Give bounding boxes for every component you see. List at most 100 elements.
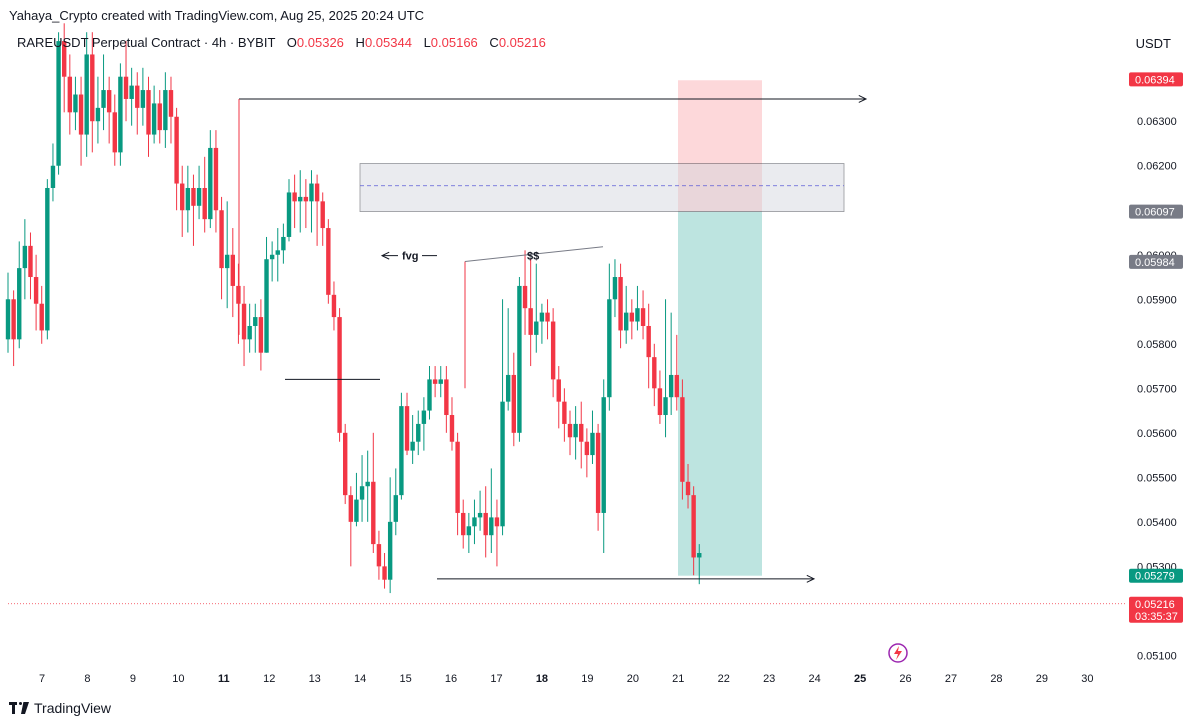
price-badge-label: 0.05279 <box>1135 571 1175 583</box>
price-badge <box>1129 568 1183 583</box>
candle-body <box>427 379 432 411</box>
chart-attribution: Yahaya_Crypto created with TradingView.c… <box>9 8 425 23</box>
symbol-label[interactable]: RAREUSDT Perpetual Contract · 4h · BYBIT <box>17 35 276 50</box>
candle-body <box>135 85 140 108</box>
candle-body <box>106 90 112 113</box>
candles <box>5 23 702 594</box>
time-tick-label: 16 <box>445 673 457 685</box>
candle-body <box>163 90 168 131</box>
candle-body <box>461 512 466 536</box>
candle-body <box>618 277 623 331</box>
candle-body <box>674 374 679 398</box>
candle-body <box>545 312 550 322</box>
candle-body <box>539 312 545 322</box>
price-axis[interactable]: 0.063000.062000.060000.059000.058000.057… <box>1137 116 1177 662</box>
candle-body <box>668 374 674 398</box>
candle-body <box>646 325 651 358</box>
candle-body <box>387 521 393 580</box>
candle-body <box>595 432 601 513</box>
candle-body <box>73 94 78 113</box>
candle-body <box>522 285 528 309</box>
candle-body <box>337 317 342 433</box>
candle-body <box>320 201 325 229</box>
time-tick-label: 23 <box>763 673 775 685</box>
candle-body <box>269 254 275 260</box>
price-tick-label: 0.05800 <box>1137 339 1177 351</box>
candle-body <box>348 495 354 522</box>
price-badge-label: 0.05216 <box>1135 599 1175 611</box>
candle-body <box>326 228 331 295</box>
candle-body <box>489 517 494 536</box>
candle-body <box>438 379 443 384</box>
stop-loss-zone <box>678 80 762 212</box>
time-tick-label: 30 <box>1081 673 1093 685</box>
candle-body <box>185 187 191 211</box>
currency-label[interactable]: USDT <box>1135 36 1171 51</box>
price-badge-label: 0.05984 <box>1135 257 1175 269</box>
candle-body <box>33 277 39 304</box>
candle-body <box>292 192 297 202</box>
candle-body <box>230 254 235 286</box>
price-badge <box>1129 204 1183 219</box>
candle-body <box>213 147 219 211</box>
candle-body <box>281 236 286 251</box>
fvg-label: fvg <box>402 251 419 263</box>
price-badge-label: 0.06097 <box>1135 207 1175 219</box>
time-tick-label: 21 <box>672 673 684 685</box>
candle-body <box>202 187 207 220</box>
candle-body <box>309 183 314 202</box>
candle-body <box>601 397 606 513</box>
candle-body <box>180 183 185 211</box>
candle-body <box>635 308 640 322</box>
price-badge <box>1129 254 1183 269</box>
lightning-bolt-icon <box>894 646 902 660</box>
candle-body <box>140 90 146 108</box>
candle-body <box>253 317 258 326</box>
tradingview-logo-icon <box>9 702 29 714</box>
liquidity-label: $$ <box>527 251 539 263</box>
time-axis[interactable]: 7 8 9 10 11 12 13 14 15 16 17 18 19 20 21 22 23 24 25 26 27 2… <box>39 673 1094 685</box>
candle-body <box>511 374 516 433</box>
candle-body <box>45 187 50 331</box>
candle-body <box>101 90 106 108</box>
candle-body <box>62 41 67 77</box>
time-tick-label: 28 <box>990 673 1002 685</box>
candle-body <box>466 526 472 536</box>
candle-body <box>680 397 685 482</box>
candle-body <box>22 245 28 269</box>
price-tick-label: 0.05600 <box>1137 428 1177 440</box>
take-profit-zone <box>678 211 762 576</box>
candle-body <box>275 250 280 255</box>
candle-body <box>691 495 696 558</box>
candle-body <box>421 410 427 424</box>
candle-body <box>298 196 303 202</box>
price-tick-label: 0.05100 <box>1137 650 1177 662</box>
candle-body <box>657 388 663 416</box>
time-tick-label: 7 <box>39 673 45 685</box>
candle-body <box>90 54 95 122</box>
tradingview-footer[interactable]: TradingView <box>9 700 111 716</box>
price-badge <box>1129 72 1183 87</box>
candle-body <box>286 192 292 237</box>
candle-body <box>236 285 241 304</box>
candle-body <box>376 544 382 567</box>
price-tick-label: 0.06200 <box>1137 161 1177 173</box>
price-badge-label: 0.06394 <box>1135 74 1175 86</box>
candle-body <box>67 76 73 113</box>
candle-body <box>562 401 567 424</box>
time-tick-label: 10 <box>172 673 184 685</box>
time-tick-label: 11 <box>218 673 230 685</box>
time-tick-label: 29 <box>1036 673 1048 685</box>
price-tick-label: 0.05700 <box>1137 383 1177 395</box>
candle-body <box>455 441 460 513</box>
price-tick-label: 0.05400 <box>1137 517 1177 529</box>
candle-body <box>331 294 337 318</box>
supply-zone <box>359 163 845 212</box>
candle-body <box>118 76 123 153</box>
price-tick-label: 0.05500 <box>1137 472 1177 484</box>
equal-highs-line <box>464 246 604 262</box>
time-tick-label: 26 <box>899 673 911 685</box>
candle-body <box>84 54 89 135</box>
candle-body <box>483 512 488 536</box>
